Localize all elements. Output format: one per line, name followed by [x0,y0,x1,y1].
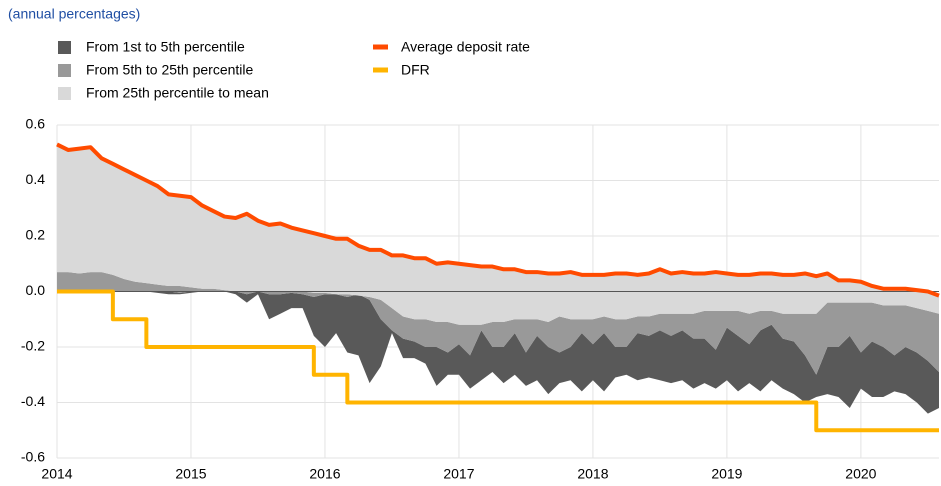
x-tick-label: 2014 [41,466,72,482]
y-tick-label: -0.2 [21,338,45,354]
x-tick-label: 2018 [577,466,608,482]
legend-label: From 5th to 25th percentile [86,62,254,78]
legend-label: DFR [401,62,430,78]
legend-swatch [58,87,71,100]
legend-label: Average deposit rate [401,39,530,55]
y-tick-label: 0.4 [26,171,46,187]
chart-subtitle: (annual percentages) [8,6,140,22]
legend-swatch [58,64,71,77]
x-tick-label: 2019 [711,466,742,482]
x-tick-label: 2017 [443,466,474,482]
legend-label: From 25th percentile to mean [86,85,269,101]
band-area [57,144,939,325]
legend-label: From 1st to 5th percentile [86,39,245,55]
y-tick-label: -0.4 [21,393,45,409]
legend-swatch [58,41,71,54]
band-area [57,272,939,375]
x-tick-label: 2015 [175,466,206,482]
x-tick-label: 2016 [309,466,340,482]
y-tick-label: 0.0 [26,282,46,298]
line-series [56,142,940,298]
y-tick-label: -0.6 [21,449,45,465]
band-area [57,291,939,414]
y-tick-label: 0.2 [26,227,46,243]
line-series [57,289,939,433]
y-tick-label: 0.6 [26,116,46,132]
x-tick-label: 2020 [845,466,876,482]
